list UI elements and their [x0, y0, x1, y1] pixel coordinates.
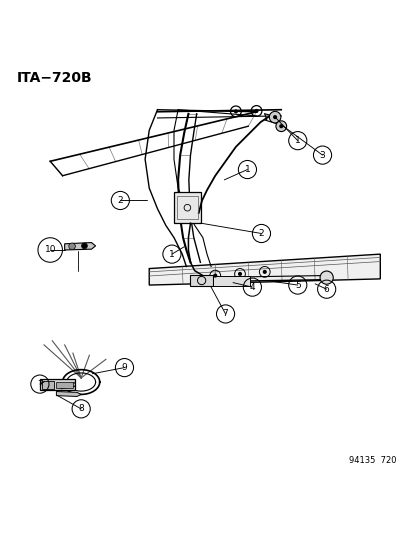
Text: 1: 1	[294, 136, 300, 145]
Text: 7: 7	[37, 379, 43, 389]
Circle shape	[69, 243, 75, 249]
Polygon shape	[56, 392, 81, 397]
Text: 7: 7	[222, 310, 228, 318]
Circle shape	[319, 271, 332, 284]
Text: 1: 1	[244, 165, 250, 174]
FancyBboxPatch shape	[173, 192, 200, 223]
Text: 9: 9	[121, 363, 127, 372]
Circle shape	[268, 111, 280, 123]
Text: 3: 3	[319, 151, 325, 159]
Circle shape	[81, 243, 87, 249]
Text: 4: 4	[249, 282, 254, 292]
Circle shape	[237, 272, 242, 276]
Text: 5: 5	[294, 280, 300, 289]
FancyBboxPatch shape	[213, 276, 250, 286]
Text: 94135  720: 94135 720	[349, 456, 396, 465]
Polygon shape	[149, 254, 380, 285]
Text: ITA−720B: ITA−720B	[17, 70, 93, 85]
Circle shape	[254, 109, 258, 113]
Text: 2: 2	[258, 229, 263, 238]
FancyBboxPatch shape	[56, 382, 73, 388]
Circle shape	[262, 270, 266, 274]
Text: 2: 2	[117, 196, 123, 205]
FancyBboxPatch shape	[40, 379, 75, 390]
Polygon shape	[64, 243, 95, 250]
Circle shape	[272, 115, 276, 119]
Circle shape	[233, 109, 237, 114]
FancyBboxPatch shape	[190, 274, 213, 286]
Text: 1: 1	[169, 249, 174, 259]
Circle shape	[278, 124, 282, 128]
Circle shape	[213, 273, 217, 278]
FancyBboxPatch shape	[42, 381, 54, 389]
Text: 8: 8	[78, 405, 84, 414]
Circle shape	[275, 121, 286, 132]
Text: 10: 10	[44, 246, 56, 254]
Text: 6: 6	[323, 285, 329, 294]
